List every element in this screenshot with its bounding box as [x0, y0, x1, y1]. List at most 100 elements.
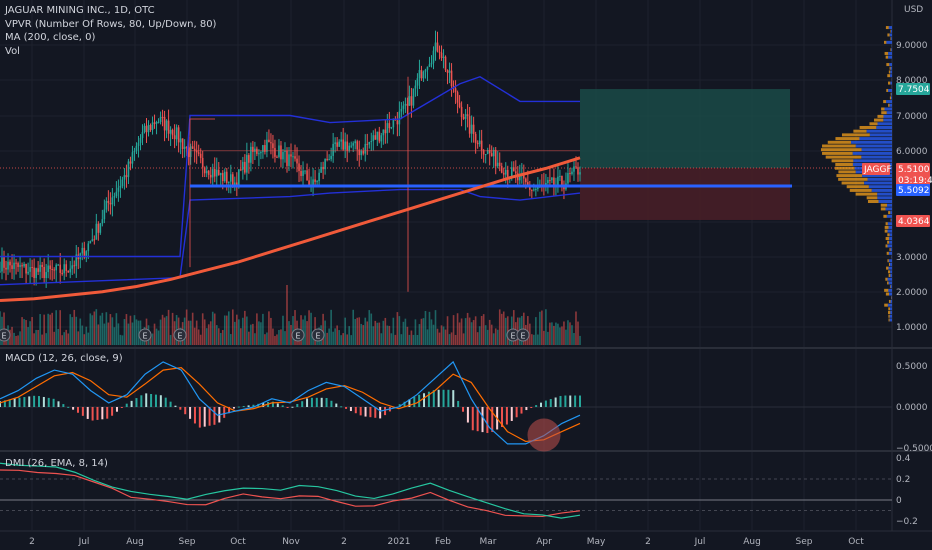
candle-body [428, 64, 431, 67]
candle-body [342, 139, 344, 150]
candle-body [354, 141, 357, 144]
legend-ma[interactable]: MA (200, close, 0) [5, 32, 96, 43]
candle-body [0, 271, 1, 273]
volume-bar [420, 318, 423, 345]
volume-bar [69, 314, 72, 345]
dmi-tick-label: −0.2 [896, 517, 918, 527]
macd-hist-bar [345, 407, 348, 409]
volume-bar [444, 329, 447, 345]
candle-body [19, 265, 21, 267]
volume-bar [65, 329, 68, 345]
dmi-label[interactable]: DMI (26, EMA, 8, 14) [5, 458, 108, 469]
volume-bar [541, 310, 543, 345]
profile-bar-up [890, 307, 892, 311]
grid-lines [0, 0, 892, 530]
candle-body [398, 111, 401, 125]
volume-bar [49, 314, 51, 345]
candle-body [312, 179, 314, 185]
candle-body [33, 267, 35, 278]
candle-body [462, 117, 465, 119]
profile-bar-up [877, 196, 892, 200]
macd-hist-bar [0, 401, 1, 407]
candle-body [460, 106, 463, 118]
macd-hist-bar [530, 407, 533, 408]
candle-body [551, 177, 553, 181]
candle-body [410, 96, 413, 106]
legend-title[interactable]: JAGUAR MINING INC., 1D, OTC [5, 5, 155, 16]
profile-bar-up [890, 274, 892, 278]
candle-body [65, 264, 68, 271]
profile-bar-up [886, 214, 892, 218]
candle-body [438, 51, 441, 53]
volume-bar [571, 325, 573, 345]
legend-vpvr[interactable]: VPVR (Number Of Rows, 80, Up/Down, 80) [5, 18, 217, 30]
profile-bar-down [835, 162, 853, 166]
volume-bar [81, 325, 84, 345]
candle-body [334, 142, 336, 144]
candle-body [3, 257, 5, 268]
time-tick-label: Oct [230, 537, 246, 547]
candle-body [193, 148, 196, 151]
candle-body [468, 116, 471, 134]
candle-body [308, 180, 310, 186]
candle-body [5, 267, 7, 270]
candle-body [406, 103, 409, 106]
volume-bar [348, 326, 351, 345]
macd-hist-bar [501, 407, 504, 427]
macd-hist-bar [247, 405, 250, 407]
legend-vol[interactable]: Vol [5, 45, 20, 57]
volume-bar [149, 334, 152, 345]
volume-bar [89, 313, 92, 345]
volume-bar [87, 332, 90, 345]
volume-bar [438, 332, 441, 345]
macd-hist-bar [335, 403, 338, 407]
volume-bar [250, 324, 252, 345]
channel-lower-line [0, 188, 581, 286]
price-tag-bg [862, 163, 890, 175]
profile-bar-down [890, 48, 892, 52]
macd-label[interactable]: MACD (12, 26, close, 9) [5, 353, 123, 364]
volume-bar [151, 333, 154, 345]
candle-body [248, 155, 250, 163]
macd-hist-bar [505, 407, 508, 425]
volume-bar [308, 310, 310, 345]
candle-body [480, 140, 483, 151]
candle-body [454, 88, 457, 93]
candle-body [573, 166, 575, 172]
candle-body [404, 103, 407, 106]
candle-body [320, 166, 322, 173]
volume-bar [51, 312, 53, 345]
candle-body [332, 143, 334, 156]
candle-body [388, 123, 391, 129]
earnings-icon [291, 328, 305, 342]
volume-bar [232, 309, 234, 345]
profile-bar-down [888, 307, 891, 311]
volume-bar [268, 311, 270, 345]
volume-bar [219, 332, 222, 345]
volume-bar [121, 335, 124, 345]
volume-bar [131, 322, 134, 345]
macd-hist-bar [76, 407, 79, 413]
profile-bar-up [878, 200, 892, 204]
volume-bar [360, 323, 363, 345]
volume-bar [476, 332, 479, 345]
volume-bar [163, 317, 166, 345]
volume-bar [346, 334, 348, 345]
candle-body [294, 156, 296, 159]
candle-body [306, 170, 308, 181]
candle-body [422, 71, 425, 79]
earnings-marker-label: E [315, 332, 320, 341]
candle-body [163, 116, 166, 131]
volume-bar [284, 331, 286, 345]
profile-bar-up [888, 251, 892, 255]
macd-hist-bar [67, 406, 70, 408]
macd-hist-bar [403, 401, 406, 407]
candle-body [330, 155, 332, 160]
volume-bar [384, 317, 387, 345]
earnings-icon [516, 328, 530, 342]
candle-body [81, 247, 84, 254]
profile-bar-up [889, 237, 892, 241]
time-axis: 2 Jul Aug Sep Oct Nov 2 2021 Feb Mar Apr May 2 Jul Aug… [29, 537, 864, 547]
